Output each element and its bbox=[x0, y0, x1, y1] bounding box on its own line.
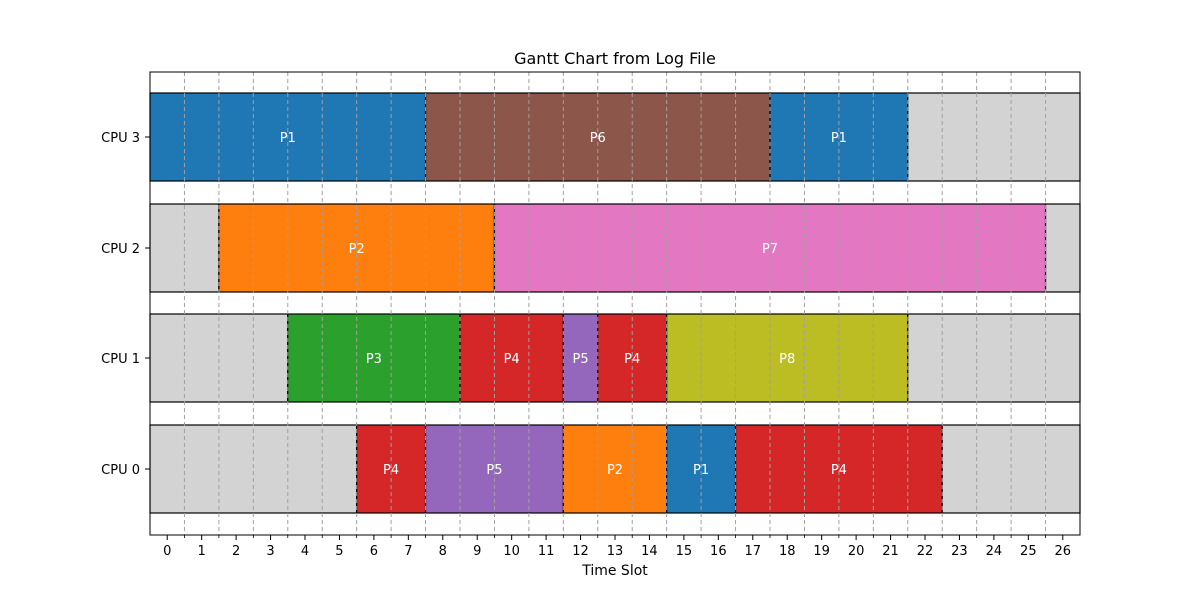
x-tick-label: 24 bbox=[986, 544, 1003, 559]
x-tick-label: 18 bbox=[779, 544, 796, 559]
bar-label: P4 bbox=[504, 352, 520, 367]
bar-label: P4 bbox=[831, 463, 847, 478]
bar-label: P3 bbox=[366, 352, 382, 367]
bar-label: P1 bbox=[831, 131, 847, 146]
x-tick-label: 19 bbox=[813, 544, 830, 559]
bar-label: P1 bbox=[280, 131, 296, 146]
bar-label: P2 bbox=[349, 242, 365, 257]
y-tick-label: CPU 2 bbox=[101, 242, 140, 257]
x-tick-label: 8 bbox=[439, 544, 447, 559]
bar-cpu-1-p4-2 bbox=[459, 313, 564, 403]
bar-cpu-1-idle-6 bbox=[907, 313, 1081, 403]
x-tick-label: 21 bbox=[882, 544, 899, 559]
bar-cpu-1-p3-1 bbox=[287, 313, 461, 403]
bar-cpu-3-idle-3 bbox=[907, 92, 1081, 182]
bar-label: P8 bbox=[779, 352, 795, 367]
x-tick-label: 20 bbox=[848, 544, 865, 559]
chart-title: Gantt Chart from Log File bbox=[514, 49, 716, 68]
x-tick-label: 16 bbox=[710, 544, 727, 559]
x-axis-label: Time Slot bbox=[581, 563, 648, 579]
x-tick-label: 7 bbox=[404, 544, 412, 559]
bar-label: P5 bbox=[486, 463, 502, 478]
x-tick-label: 23 bbox=[951, 544, 968, 559]
x-tick-label: 4 bbox=[301, 544, 309, 559]
x-tick-label: 3 bbox=[266, 544, 274, 559]
x-tick-label: 11 bbox=[538, 544, 555, 559]
x-tick-label: 17 bbox=[745, 544, 762, 559]
bar-cpu-1-p5-3 bbox=[562, 313, 599, 403]
x-tick-label: 22 bbox=[917, 544, 934, 559]
y-tick-label: CPU 0 bbox=[101, 463, 140, 478]
x-tick-label: 1 bbox=[198, 544, 206, 559]
x-tick-label: 5 bbox=[335, 544, 343, 559]
bar-cpu-0-p2-3 bbox=[562, 424, 668, 514]
x-tick-label: 12 bbox=[572, 544, 589, 559]
x-tick-label: 26 bbox=[1055, 544, 1072, 559]
x-tick-label: 0 bbox=[163, 544, 171, 559]
y-tick-label: CPU 3 bbox=[101, 131, 140, 146]
bar-labels-group: P1 P6 P1 P2 P7 P3 P4 P5 P4 P8 P4 P5 P2 P1 P4 bbox=[280, 131, 847, 478]
x-tick-label: 13 bbox=[607, 544, 624, 559]
x-tick-label: 15 bbox=[676, 544, 693, 559]
bar-cpu-2-idle-3 bbox=[1044, 203, 1081, 293]
bar-label: P2 bbox=[607, 463, 623, 478]
x-tick-label: 2 bbox=[232, 544, 240, 559]
y-tick-label: CPU 1 bbox=[101, 352, 140, 367]
bar-cpu-1-p8-5 bbox=[666, 313, 909, 403]
x-tick-label: 25 bbox=[1020, 544, 1037, 559]
bar-label: P4 bbox=[383, 463, 399, 478]
bar-label: P4 bbox=[624, 352, 640, 367]
bar-label: P7 bbox=[762, 242, 778, 257]
x-tick-label: 10 bbox=[503, 544, 520, 559]
x-tick-label: 9 bbox=[473, 544, 481, 559]
x-tick-label: 14 bbox=[641, 544, 658, 559]
bar-label: P6 bbox=[590, 131, 606, 146]
x-tick-label: 6 bbox=[370, 544, 378, 559]
grid-lines bbox=[183, 72, 1047, 535]
bar-label: P5 bbox=[572, 352, 588, 367]
bar-label: P1 bbox=[693, 463, 709, 478]
